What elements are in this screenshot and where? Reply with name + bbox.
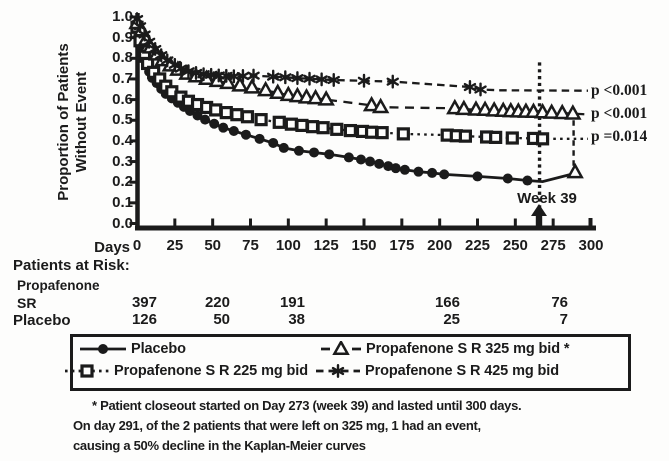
risk-value-placebo: 25 <box>443 311 460 328</box>
legend-label: Placebo <box>131 341 186 357</box>
x-axis-title: Days <box>94 239 130 256</box>
legend: Placebo Propafenone S R 325 mg bid * Pro… <box>65 334 631 391</box>
y-axis-title: Proportion of Patients Without Event <box>55 8 93 236</box>
y-axis-tick-label: 0.0 <box>112 214 133 232</box>
risk-value-propafenone-sr: 76 <box>551 294 568 311</box>
legend-marker-open-square-dotted-line <box>65 364 109 378</box>
footnote-line-1: * Patient closeout started on Day 273 (w… <box>92 398 522 413</box>
x-axis-tick-label: 0 <box>132 237 142 254</box>
x-axis-tick-label: 175 <box>389 237 415 254</box>
risk-value-placebo: 7 <box>559 311 568 328</box>
risk-value-propafenone-sr: 397 <box>131 294 157 311</box>
y-axis-tick-label: 0.5 <box>112 111 133 129</box>
week39-arrow-icon <box>531 204 547 230</box>
x-axis-tick-label: 75 <box>242 237 259 254</box>
legend-marker-filled-circle-solid-line <box>80 344 126 354</box>
y-axis-tick-label: 1.0 <box>112 8 133 25</box>
x-axis-tick-label: 200 <box>427 237 453 254</box>
footnote-line-3: causing a 50% decline in the Kaplan-Meie… <box>73 438 366 453</box>
risk-group-propafenone-label: Propafenone <box>17 278 100 293</box>
legend-marker-asterisk-dashed-line <box>316 363 360 379</box>
x-axis-tick-label: 50 <box>204 237 221 254</box>
y-axis-title-line2: Without Event <box>73 71 90 173</box>
week39-label: Week 39 <box>517 190 577 207</box>
x-axis-tick-label: 250 <box>502 237 528 254</box>
x-axis-tick-label: 150 <box>351 237 377 254</box>
series-line-1 <box>135 27 588 140</box>
y-axis-tick-label: 0.6 <box>112 90 133 108</box>
y-axis-tick-label: 0.3 <box>112 152 133 170</box>
series-markers-2 <box>128 13 584 179</box>
risk-value-placebo: 50 <box>213 311 230 328</box>
legend-label: Propafenone S R 425 mg bid <box>365 363 559 379</box>
p-value-label: p <0.001 <box>591 81 648 99</box>
x-axis-tick-label: 100 <box>275 237 301 254</box>
y-axis-tick-label: 0.7 <box>112 69 133 87</box>
series-line-0 <box>135 27 575 184</box>
y-axis-tick-label: 0.8 <box>112 49 133 67</box>
y-axis-title-line1: Proportion of Patients <box>55 43 72 201</box>
x-axis-tick-label: 275 <box>540 237 566 254</box>
p-value-label: p <0.001 <box>591 105 648 123</box>
series-line-3 <box>135 18 589 92</box>
risk-group-sr-label: SR <box>17 295 37 311</box>
legend-marker-open-triangle-dashed-line <box>321 341 361 356</box>
series-markers-3 <box>130 12 487 97</box>
y-axis-tick-label: 0.1 <box>112 193 133 211</box>
x-axis-tick-label: 125 <box>313 237 339 254</box>
x-axis-tick-label: 300 <box>578 237 604 254</box>
legend-label: Propafenone S R 325 mg bid * <box>366 341 570 357</box>
x-axis-tick-label: 225 <box>464 237 491 254</box>
risk-value-propafenone-sr: 191 <box>279 294 305 311</box>
patients-at-risk-heading: Patients at Risk: <box>13 257 130 274</box>
legend-item-placebo: Placebo <box>78 341 186 357</box>
y-axis-tick-label: 0.4 <box>112 131 133 149</box>
risk-value-placebo: 126 <box>131 311 157 328</box>
series-markers-1 <box>130 20 550 146</box>
risk-value-propafenone-sr: 220 <box>204 294 230 311</box>
y-axis-tick-label: 0.9 <box>112 28 133 46</box>
legend-label: Propafenone S R 225 mg bid <box>114 363 308 379</box>
footnote-line-2: On day 291, of the 2 patients that were … <box>73 418 481 433</box>
y-axis-tick-label: 0.2 <box>112 173 133 191</box>
legend-item-propafenone-425: Propafenone S R 425 mg bid <box>314 363 559 379</box>
x-axis-tick-label: 25 <box>166 237 184 254</box>
p-value-label: p =0.014 <box>591 128 648 146</box>
series-line-2 <box>136 22 589 116</box>
legend-item-propafenone-225: Propafenone S R 225 mg bid <box>63 363 308 379</box>
risk-value-placebo: 38 <box>288 311 305 328</box>
legend-item-propafenone-325: Propafenone S R 325 mg bid * <box>319 341 570 357</box>
risk-group-placebo-label: Placebo <box>13 312 71 329</box>
risk-value-propafenone-sr: 166 <box>434 294 460 311</box>
series-markers-0 <box>132 22 533 186</box>
